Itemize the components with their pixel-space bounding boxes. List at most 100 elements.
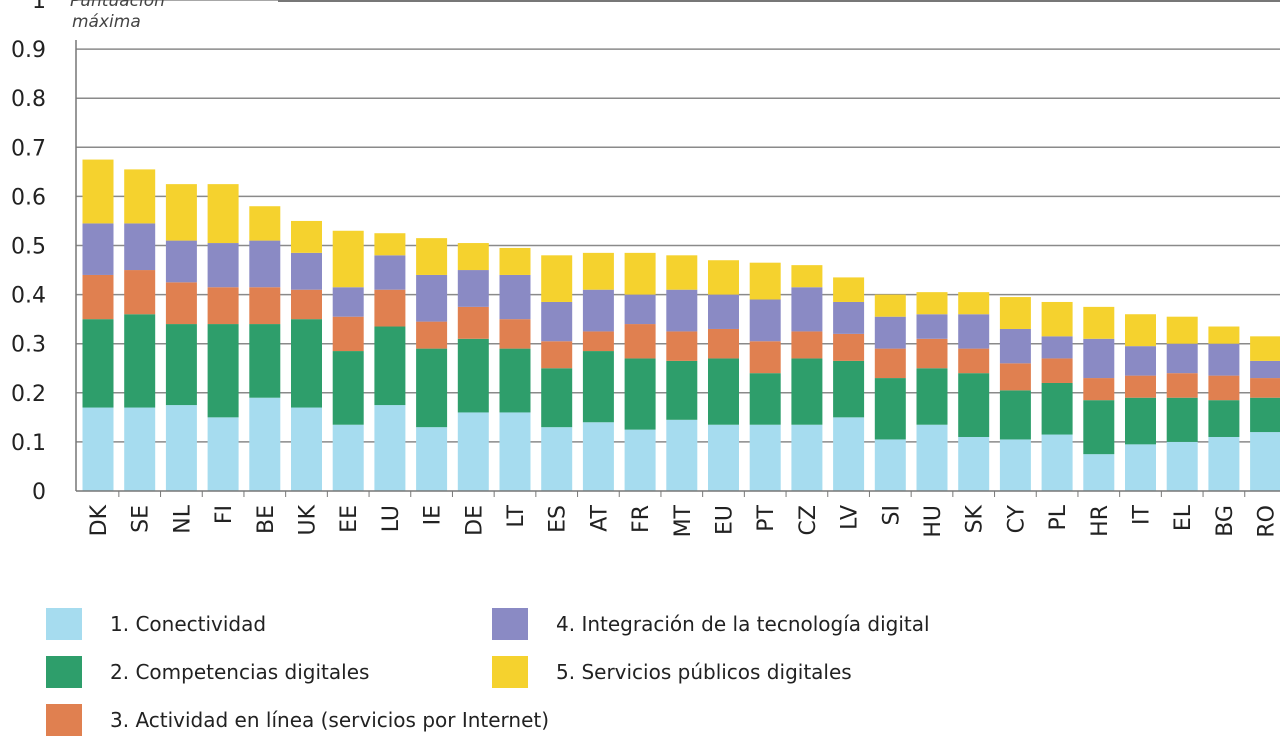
bar-segment-uk-s3 bbox=[291, 290, 322, 319]
bar-segment-hr-s5 bbox=[1083, 307, 1114, 339]
bar-segment-fi-s4 bbox=[208, 243, 239, 287]
bar-segment-hu-s4 bbox=[917, 314, 948, 339]
x-tick-label-uk: UK bbox=[296, 504, 321, 535]
bar-segment-pt-s5 bbox=[750, 263, 781, 300]
bar-segment-ee-s2 bbox=[333, 351, 364, 425]
bar-segment-cz-s2 bbox=[791, 358, 822, 424]
bar-segment-hr-s2 bbox=[1083, 400, 1114, 454]
bar-segment-ie-s3 bbox=[416, 322, 447, 349]
bar-segment-se-s4 bbox=[124, 223, 155, 270]
bar-segment-ie-s1 bbox=[416, 427, 447, 491]
bar-segment-es-s3 bbox=[541, 341, 572, 368]
x-tick-label-ee: EE bbox=[337, 505, 362, 533]
bar-segment-mt-s4 bbox=[666, 290, 697, 332]
bar-segment-ie-s2 bbox=[416, 349, 447, 428]
legend-item-actividad: 3. Actividad en línea (servicios por Int… bbox=[46, 704, 549, 736]
bar-segment-lu-s5 bbox=[374, 233, 405, 255]
bar-segment-es-s1 bbox=[541, 427, 572, 491]
bar-segment-eu-s5 bbox=[708, 260, 739, 294]
legend-item-competencias: 2. Competencias digitales bbox=[46, 656, 369, 688]
bar-segment-sk-s5 bbox=[958, 292, 989, 314]
x-tick-label-lu: LU bbox=[379, 505, 404, 532]
bar-segment-hu-s1 bbox=[917, 425, 948, 491]
bar-segment-sk-s4 bbox=[958, 314, 989, 348]
legend-swatch bbox=[46, 656, 82, 688]
bar-segment-cz-s1 bbox=[791, 425, 822, 491]
bar-segment-nl-s2 bbox=[166, 324, 197, 405]
bar-segment-es-s2 bbox=[541, 368, 572, 427]
x-tick-label-bg: BG bbox=[1213, 505, 1238, 537]
y-tick-label: 0 bbox=[32, 480, 46, 505]
bar-segment-se-s3 bbox=[124, 270, 155, 314]
bar-segment-be-s3 bbox=[249, 287, 280, 324]
bar-segment-at-s4 bbox=[583, 290, 614, 332]
bar-segment-lt-s5 bbox=[500, 248, 531, 275]
bar-segment-hr-s3 bbox=[1083, 378, 1114, 400]
x-tick-label-cz: CZ bbox=[796, 505, 821, 535]
bar-segment-lt-s1 bbox=[500, 412, 531, 491]
legend-swatch bbox=[492, 656, 528, 688]
bar-segment-at-s5 bbox=[583, 253, 614, 290]
y-tick-label: 0.4 bbox=[11, 284, 46, 309]
bar-segment-sk-s2 bbox=[958, 373, 989, 437]
x-tick-label-cy: CY bbox=[1004, 504, 1029, 533]
bar-segment-cy-s5 bbox=[1000, 297, 1031, 329]
x-tick-label-se: SE bbox=[129, 505, 154, 533]
x-tick-label-ro: RO bbox=[1255, 505, 1280, 538]
y-tick-label: 0.3 bbox=[11, 333, 46, 358]
bar-segment-ro-s3 bbox=[1250, 378, 1280, 398]
bar-segment-eu-s4 bbox=[708, 295, 739, 329]
legend-item-servicios: 5. Servicios públicos digitales bbox=[492, 656, 852, 688]
legend-label: 3. Actividad en línea (servicios por Int… bbox=[110, 708, 549, 732]
x-tick-label-lt: LT bbox=[504, 504, 529, 527]
bar-segment-lv-s3 bbox=[833, 334, 864, 361]
bar-segment-nl-s3 bbox=[166, 282, 197, 324]
bar-segment-nl-s5 bbox=[166, 184, 197, 240]
x-tick-label-hu: HU bbox=[921, 505, 946, 538]
x-tick-label-dk: DK bbox=[87, 504, 112, 536]
y-tick-label: 0.8 bbox=[11, 87, 46, 112]
bar-segment-ro-s5 bbox=[1250, 336, 1280, 361]
x-tick-label-mt: MT bbox=[671, 504, 696, 537]
bar-segment-de-s4 bbox=[458, 270, 489, 307]
bar-segment-be-s2 bbox=[249, 324, 280, 398]
bar-segment-nl-s4 bbox=[166, 241, 197, 283]
bar-segment-uk-s1 bbox=[291, 408, 322, 491]
bar-segment-si-s5 bbox=[875, 295, 906, 317]
legend-label: 5. Servicios públicos digitales bbox=[556, 660, 852, 684]
bar-segment-de-s2 bbox=[458, 339, 489, 413]
y-tick-label: 0.7 bbox=[11, 136, 46, 161]
y-tick-label: 0.9 bbox=[11, 38, 46, 63]
y-tick-label: 0.5 bbox=[11, 235, 46, 260]
bar-segment-uk-s2 bbox=[291, 319, 322, 407]
bar-segment-dk-s4 bbox=[83, 223, 114, 275]
bar-segment-ee-s4 bbox=[333, 287, 364, 316]
bar-segment-ro-s2 bbox=[1250, 398, 1280, 432]
bar-segment-se-s2 bbox=[124, 314, 155, 407]
bar-segment-it-s4 bbox=[1125, 346, 1156, 375]
bar-segment-lt-s2 bbox=[500, 349, 531, 413]
bar-segment-si-s4 bbox=[875, 317, 906, 349]
legend-label: 1. Conectividad bbox=[110, 612, 266, 636]
bar-segment-be-s1 bbox=[249, 398, 280, 491]
bar-segment-be-s5 bbox=[249, 206, 280, 240]
bar-segment-bg-s2 bbox=[1208, 400, 1239, 437]
bar-segment-cy-s2 bbox=[1000, 390, 1031, 439]
bar-segment-at-s3 bbox=[583, 331, 614, 351]
bar-segment-el-s4 bbox=[1167, 344, 1198, 373]
bar-segment-eu-s3 bbox=[708, 329, 739, 358]
bar-segment-eu-s1 bbox=[708, 425, 739, 491]
bar-segment-fr-s5 bbox=[625, 253, 656, 295]
bar-segment-ro-s4 bbox=[1250, 361, 1280, 378]
bar-segment-lu-s1 bbox=[374, 405, 405, 491]
bar-segment-at-s1 bbox=[583, 422, 614, 491]
bar-segment-el-s3 bbox=[1167, 373, 1198, 398]
bar-segment-it-s1 bbox=[1125, 444, 1156, 491]
bar-segment-pt-s3 bbox=[750, 341, 781, 373]
bar-segment-se-s5 bbox=[124, 169, 155, 223]
bar-segment-mt-s3 bbox=[666, 331, 697, 360]
bar-segment-es-s4 bbox=[541, 302, 572, 341]
x-tick-label-hr: HR bbox=[1088, 505, 1113, 537]
bar-segment-fr-s4 bbox=[625, 295, 656, 324]
